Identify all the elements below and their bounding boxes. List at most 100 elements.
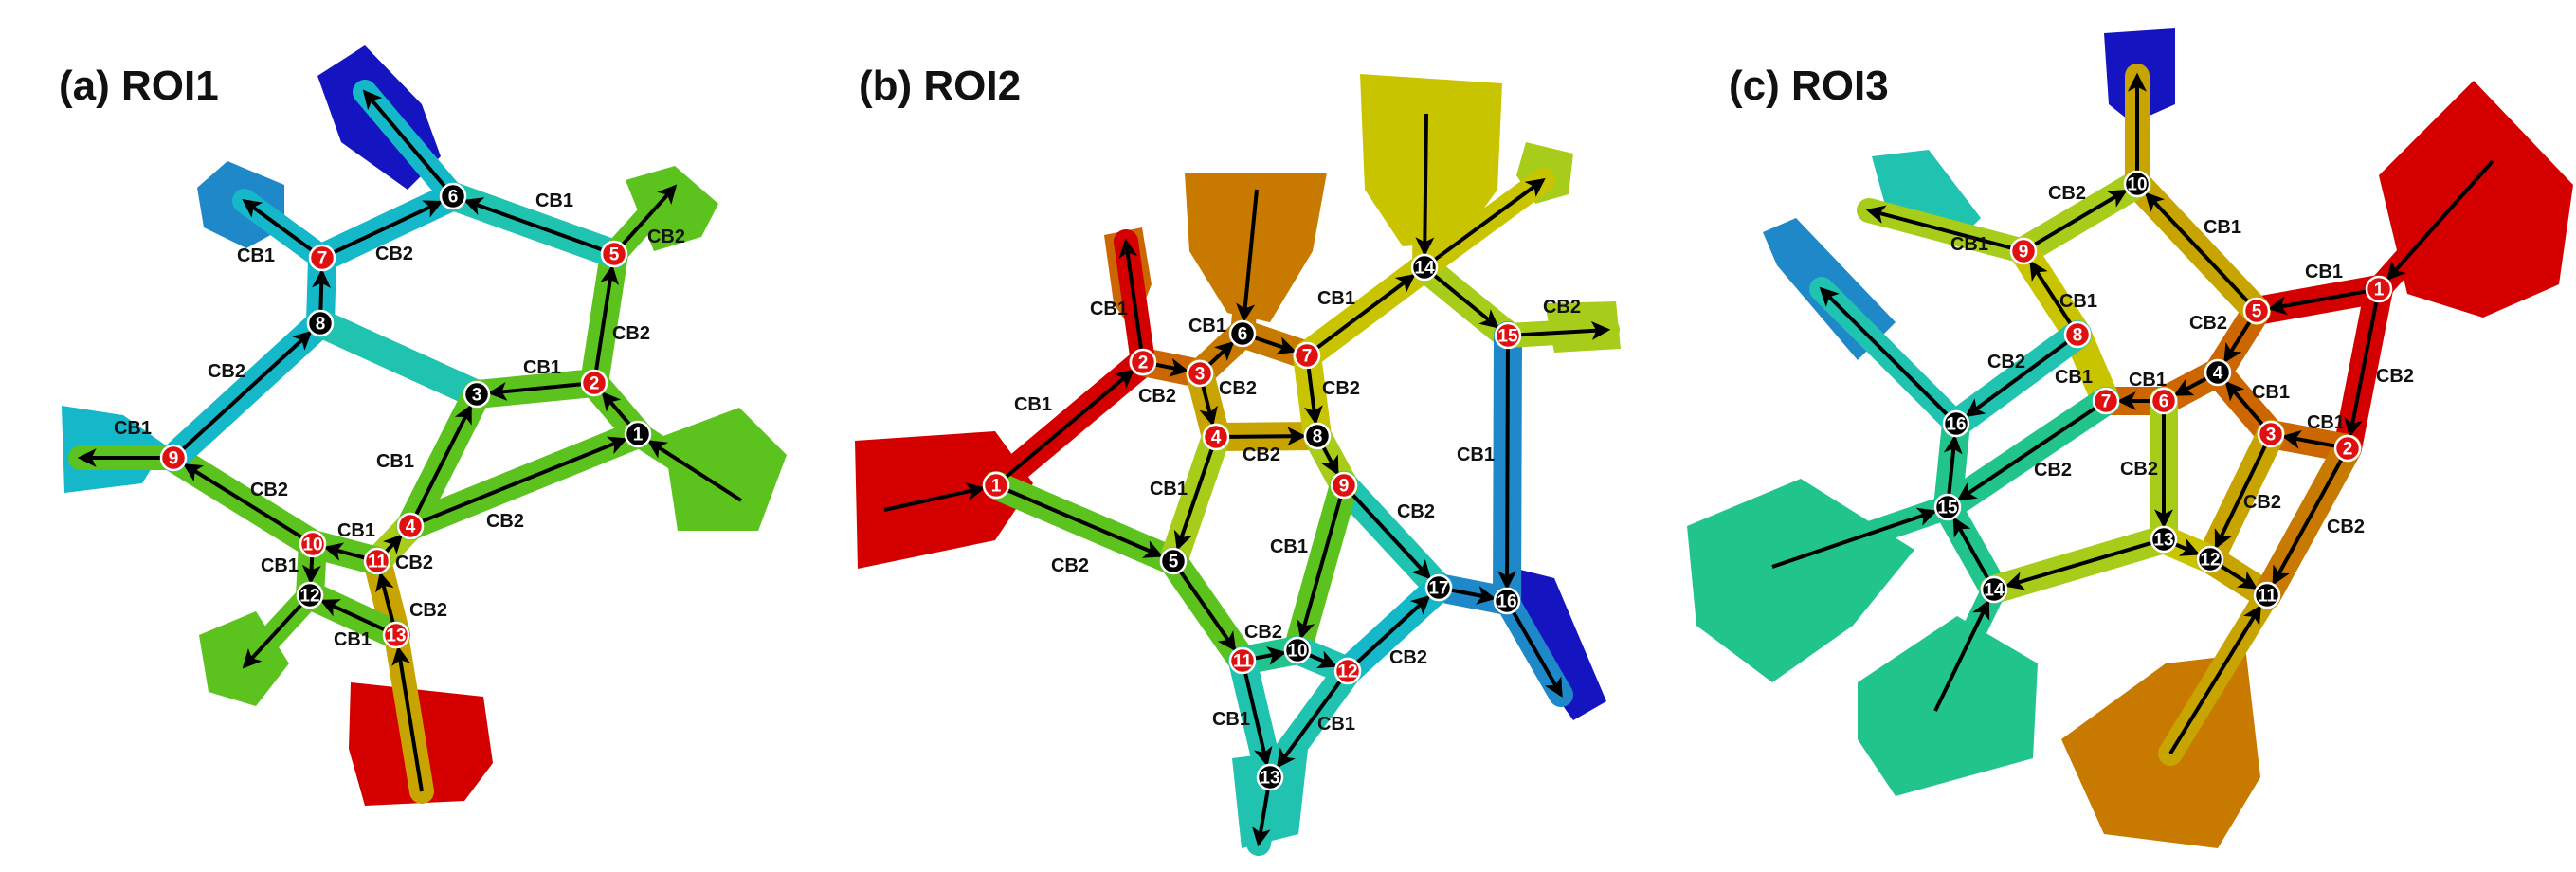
panel-title-roi1: (a) ROI1 [59,63,219,109]
junction-node: 8 [2063,320,2092,349]
junction-node: 13 [382,621,410,649]
flow-arrow [2272,458,2344,586]
flow-arrow [1296,496,1343,640]
node-marker [2092,387,2120,415]
flow-arrow [1304,367,1323,426]
branch-label: CB1 [1150,479,1188,500]
node-label: 2 [1138,354,1149,373]
flow-arrow [1308,650,1338,669]
flow-arrow [1321,445,1339,476]
junction-node: 5 [2242,297,2271,325]
node-label: 3 [1195,365,1206,385]
flow-arrow [1199,385,1218,427]
flow-arrow [1819,286,1950,417]
branch-label: CB1 [261,555,299,576]
flow-arrow [1519,320,1611,340]
flow-arrows [883,113,1611,847]
junction-node: 11 [1228,646,1257,675]
node-marker [624,420,652,448]
port-region [1687,479,1914,682]
flow-arrow [1351,493,1432,580]
flow-arrow [2029,260,2073,326]
flow-arrow [1243,672,1273,767]
node-label: 15 [1497,327,1518,347]
node-marker [2365,275,2393,303]
node-marker [1228,646,1257,675]
node-label: 6 [1238,325,1248,345]
flow-arrows [77,89,743,792]
node-label: 10 [1287,642,1307,662]
node-marker [463,380,491,409]
node-label: 4 [1211,428,1222,448]
node-marker [306,309,335,337]
branch-label: CB2 [1322,378,1360,399]
flow-arrow [1943,434,1963,496]
branch-labels: CB2 CB1 CB1 CB1 CB1 CB2 CB2 CB1 CB1 CB1 CB2 CB1 CB2 C… [1950,183,2414,537]
branch-label: CB2 [647,227,685,247]
node-marker [1283,636,1312,664]
node-label: 17 [1428,579,1448,599]
flow-arrow [1415,113,1435,257]
channel-node: 5 [1159,547,1188,575]
port-region [1516,569,1606,720]
branch-label: CB1 [334,629,372,650]
channel-node: 10 [1283,636,1312,664]
flow-arrow [1865,205,2012,250]
flow-arrow [181,330,313,451]
node-marker [299,530,327,558]
node-marker [2150,525,2178,554]
node-marker [1129,348,1157,376]
node-marker [2150,387,2178,415]
flow-arrow [1771,507,1937,569]
node-label: 13 [2153,531,2173,551]
branch-label: CB1 [1014,394,1052,415]
node-marker [1494,321,1522,350]
node-marker [159,444,188,472]
flow-arrow [1952,517,1990,580]
node-marker [2204,358,2232,387]
branch-label: CB1 [337,520,375,541]
branch-label: CB1 [2059,291,2097,312]
channel-node: 13 [2150,525,2178,554]
node-marker [580,369,608,397]
flow-arrow [1276,680,1342,769]
flow-arrow [1004,369,1135,480]
node-marker [308,244,336,272]
channel-node: 16 [1493,587,1521,615]
channel-node: 1 [624,420,652,448]
flow-arrow [487,381,583,401]
node-marker [1202,423,1230,451]
flow-arrow [2033,189,2128,247]
junction-node: 2 [2333,434,2362,463]
node-marker [1933,493,1962,521]
channel-node: 6 [439,182,467,210]
node-label: 1 [2374,281,2385,300]
node-label: 11 [2258,587,2277,607]
channel-segment [306,309,491,409]
branch-label: CB2 [2376,366,2414,387]
flow-arrow [382,534,403,554]
flow-arrow [1178,570,1237,652]
flow-arrow [1207,340,1235,367]
junction-node: 1 [2365,275,2393,303]
flow-arrow [332,200,444,255]
branch-label: CB2 [395,553,433,573]
junction-node: 5 [600,240,628,268]
flow-arrow [1236,189,1259,323]
node-marker [1980,575,2008,604]
node-marker [2257,420,2285,448]
panel-title-roi3: (c) ROI3 [1729,63,1889,109]
node-label: 8 [2073,326,2083,346]
flow-arrow [421,436,628,523]
junction-node: 3 [1186,359,1214,388]
flow-arrow [242,199,314,252]
flow-arrow [391,645,424,792]
branch-label: CB2 [612,323,650,344]
node-marker [363,547,391,575]
branch-label: CB1 [1317,288,1355,309]
junction-node: 9 [1330,471,1358,500]
branch-label: CB1 [2204,217,2241,238]
branch-label: CB2 [2120,459,2158,480]
